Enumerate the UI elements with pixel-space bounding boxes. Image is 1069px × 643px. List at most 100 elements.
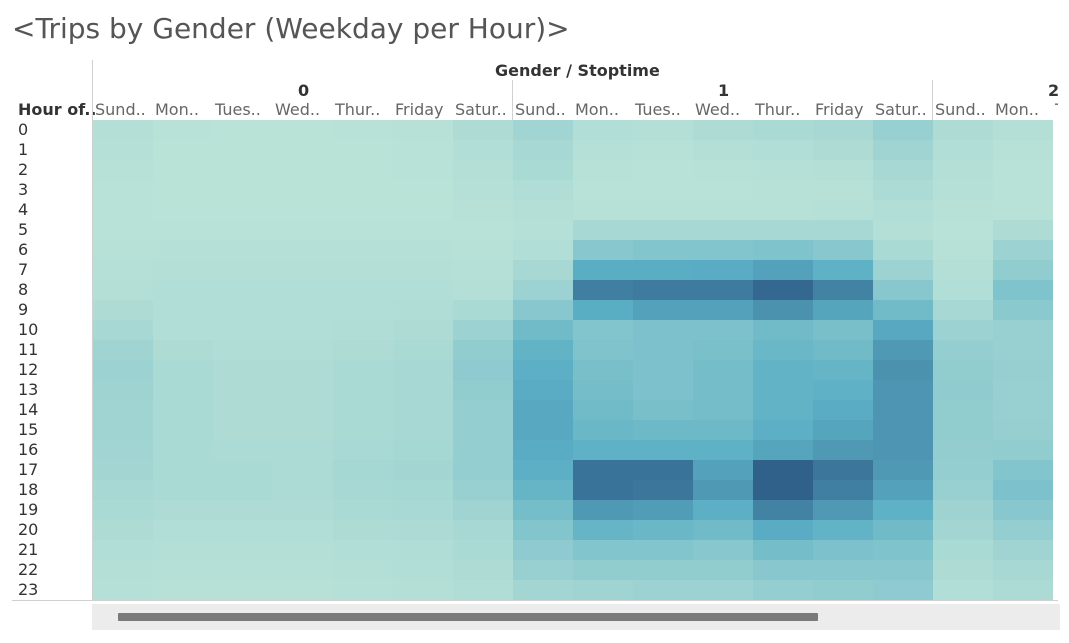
heatmap-cell[interactable] — [573, 160, 633, 180]
heatmap-cell[interactable] — [153, 140, 213, 160]
heatmap-cell[interactable] — [393, 560, 453, 580]
heatmap-cell[interactable] — [693, 460, 753, 480]
heatmap-cell[interactable] — [813, 340, 873, 360]
heatmap-cell[interactable] — [573, 300, 633, 320]
heatmap-cell[interactable] — [753, 500, 813, 520]
heatmap-cell[interactable] — [513, 320, 573, 340]
heatmap-cell[interactable] — [813, 180, 873, 200]
heatmap-cell[interactable] — [633, 540, 693, 560]
heatmap-cell[interactable] — [693, 240, 753, 260]
heatmap-cell[interactable] — [993, 160, 1053, 180]
heatmap-cell[interactable] — [213, 380, 273, 400]
heatmap-cell[interactable] — [213, 200, 273, 220]
heatmap-cell[interactable] — [453, 220, 513, 240]
heatmap-cell[interactable] — [813, 500, 873, 520]
heatmap-cell[interactable] — [153, 300, 213, 320]
heatmap-cell[interactable] — [93, 400, 153, 420]
heatmap-cell[interactable] — [93, 340, 153, 360]
heatmap-cell[interactable] — [693, 220, 753, 240]
heatmap-cell[interactable] — [813, 520, 873, 540]
heatmap-cell[interactable] — [273, 340, 333, 360]
heatmap-cell[interactable] — [573, 200, 633, 220]
heatmap-cell[interactable] — [393, 220, 453, 240]
heatmap-cell[interactable] — [273, 320, 333, 340]
heatmap-cell[interactable] — [153, 360, 213, 380]
heatmap-cell[interactable] — [513, 380, 573, 400]
heatmap-cell[interactable] — [633, 240, 693, 260]
heatmap-cell[interactable] — [873, 520, 933, 540]
heatmap-cell[interactable] — [153, 340, 213, 360]
heatmap-cell[interactable] — [813, 280, 873, 300]
heatmap-cell[interactable] — [693, 360, 753, 380]
heatmap-cell[interactable] — [633, 420, 693, 440]
heatmap-cell[interactable] — [513, 360, 573, 380]
heatmap-cell[interactable] — [573, 260, 633, 280]
heatmap-cell[interactable] — [693, 420, 753, 440]
heatmap-cell[interactable] — [753, 540, 813, 560]
heatmap-cell[interactable] — [633, 440, 693, 460]
heatmap-cell[interactable] — [213, 340, 273, 360]
heatmap-cell[interactable] — [753, 240, 813, 260]
heatmap-cell[interactable] — [453, 300, 513, 320]
heatmap-cell[interactable] — [513, 400, 573, 420]
heatmap-cell[interactable] — [393, 240, 453, 260]
heatmap-cell[interactable] — [993, 560, 1053, 580]
heatmap-cell[interactable] — [93, 360, 153, 380]
heatmap-cell[interactable] — [453, 540, 513, 560]
heatmap-cell[interactable] — [933, 460, 993, 480]
heatmap-cell[interactable] — [933, 220, 993, 240]
heatmap-cell[interactable] — [213, 420, 273, 440]
heatmap-cell[interactable] — [153, 480, 213, 500]
heatmap-cell[interactable] — [93, 220, 153, 240]
heatmap-cell[interactable] — [333, 520, 393, 540]
heatmap-cell[interactable] — [393, 300, 453, 320]
heatmap-cell[interactable] — [453, 400, 513, 420]
heatmap-cell[interactable] — [213, 300, 273, 320]
heatmap-cell[interactable] — [873, 580, 933, 600]
heatmap-cell[interactable] — [633, 340, 693, 360]
heatmap-cell[interactable] — [873, 320, 933, 340]
heatmap-cell[interactable] — [873, 500, 933, 520]
heatmap-cell[interactable] — [393, 380, 453, 400]
heatmap-cell[interactable] — [513, 420, 573, 440]
heatmap-cell[interactable] — [393, 200, 453, 220]
heatmap-cell[interactable] — [753, 280, 813, 300]
heatmap-cell[interactable] — [153, 500, 213, 520]
heatmap-cell[interactable] — [153, 380, 213, 400]
heatmap-cell[interactable] — [153, 400, 213, 420]
heatmap-cell[interactable] — [633, 480, 693, 500]
heatmap-cell[interactable] — [633, 500, 693, 520]
heatmap-cell[interactable] — [573, 220, 633, 240]
heatmap-cell[interactable] — [573, 580, 633, 600]
heatmap-cell[interactable] — [813, 220, 873, 240]
heatmap-cell[interactable] — [513, 240, 573, 260]
heatmap-cell[interactable] — [573, 520, 633, 540]
heatmap-cell[interactable] — [333, 140, 393, 160]
heatmap-cell[interactable] — [573, 440, 633, 460]
heatmap-cell[interactable] — [993, 320, 1053, 340]
heatmap-cell[interactable] — [873, 360, 933, 380]
heatmap-cell[interactable] — [333, 560, 393, 580]
heatmap-cell[interactable] — [393, 500, 453, 520]
heatmap-cell[interactable] — [93, 240, 153, 260]
heatmap-cell[interactable] — [753, 220, 813, 240]
heatmap-cell[interactable] — [933, 500, 993, 520]
heatmap-cell[interactable] — [453, 380, 513, 400]
heatmap-cell[interactable] — [693, 320, 753, 340]
heatmap-cell[interactable] — [873, 220, 933, 240]
heatmap-cell[interactable] — [873, 420, 933, 440]
heatmap-cell[interactable] — [573, 380, 633, 400]
heatmap-cell[interactable] — [873, 440, 933, 460]
heatmap-cell[interactable] — [933, 520, 993, 540]
heatmap-cell[interactable] — [213, 400, 273, 420]
heatmap-cell[interactable] — [333, 180, 393, 200]
heatmap-cell[interactable] — [633, 520, 693, 540]
heatmap-cell[interactable] — [813, 260, 873, 280]
heatmap-cell[interactable] — [393, 140, 453, 160]
heatmap-cell[interactable] — [873, 140, 933, 160]
heatmap-cell[interactable] — [213, 240, 273, 260]
heatmap-cell[interactable] — [513, 300, 573, 320]
heatmap-cell[interactable] — [633, 580, 693, 600]
heatmap-cell[interactable] — [393, 280, 453, 300]
heatmap-cell[interactable] — [933, 420, 993, 440]
